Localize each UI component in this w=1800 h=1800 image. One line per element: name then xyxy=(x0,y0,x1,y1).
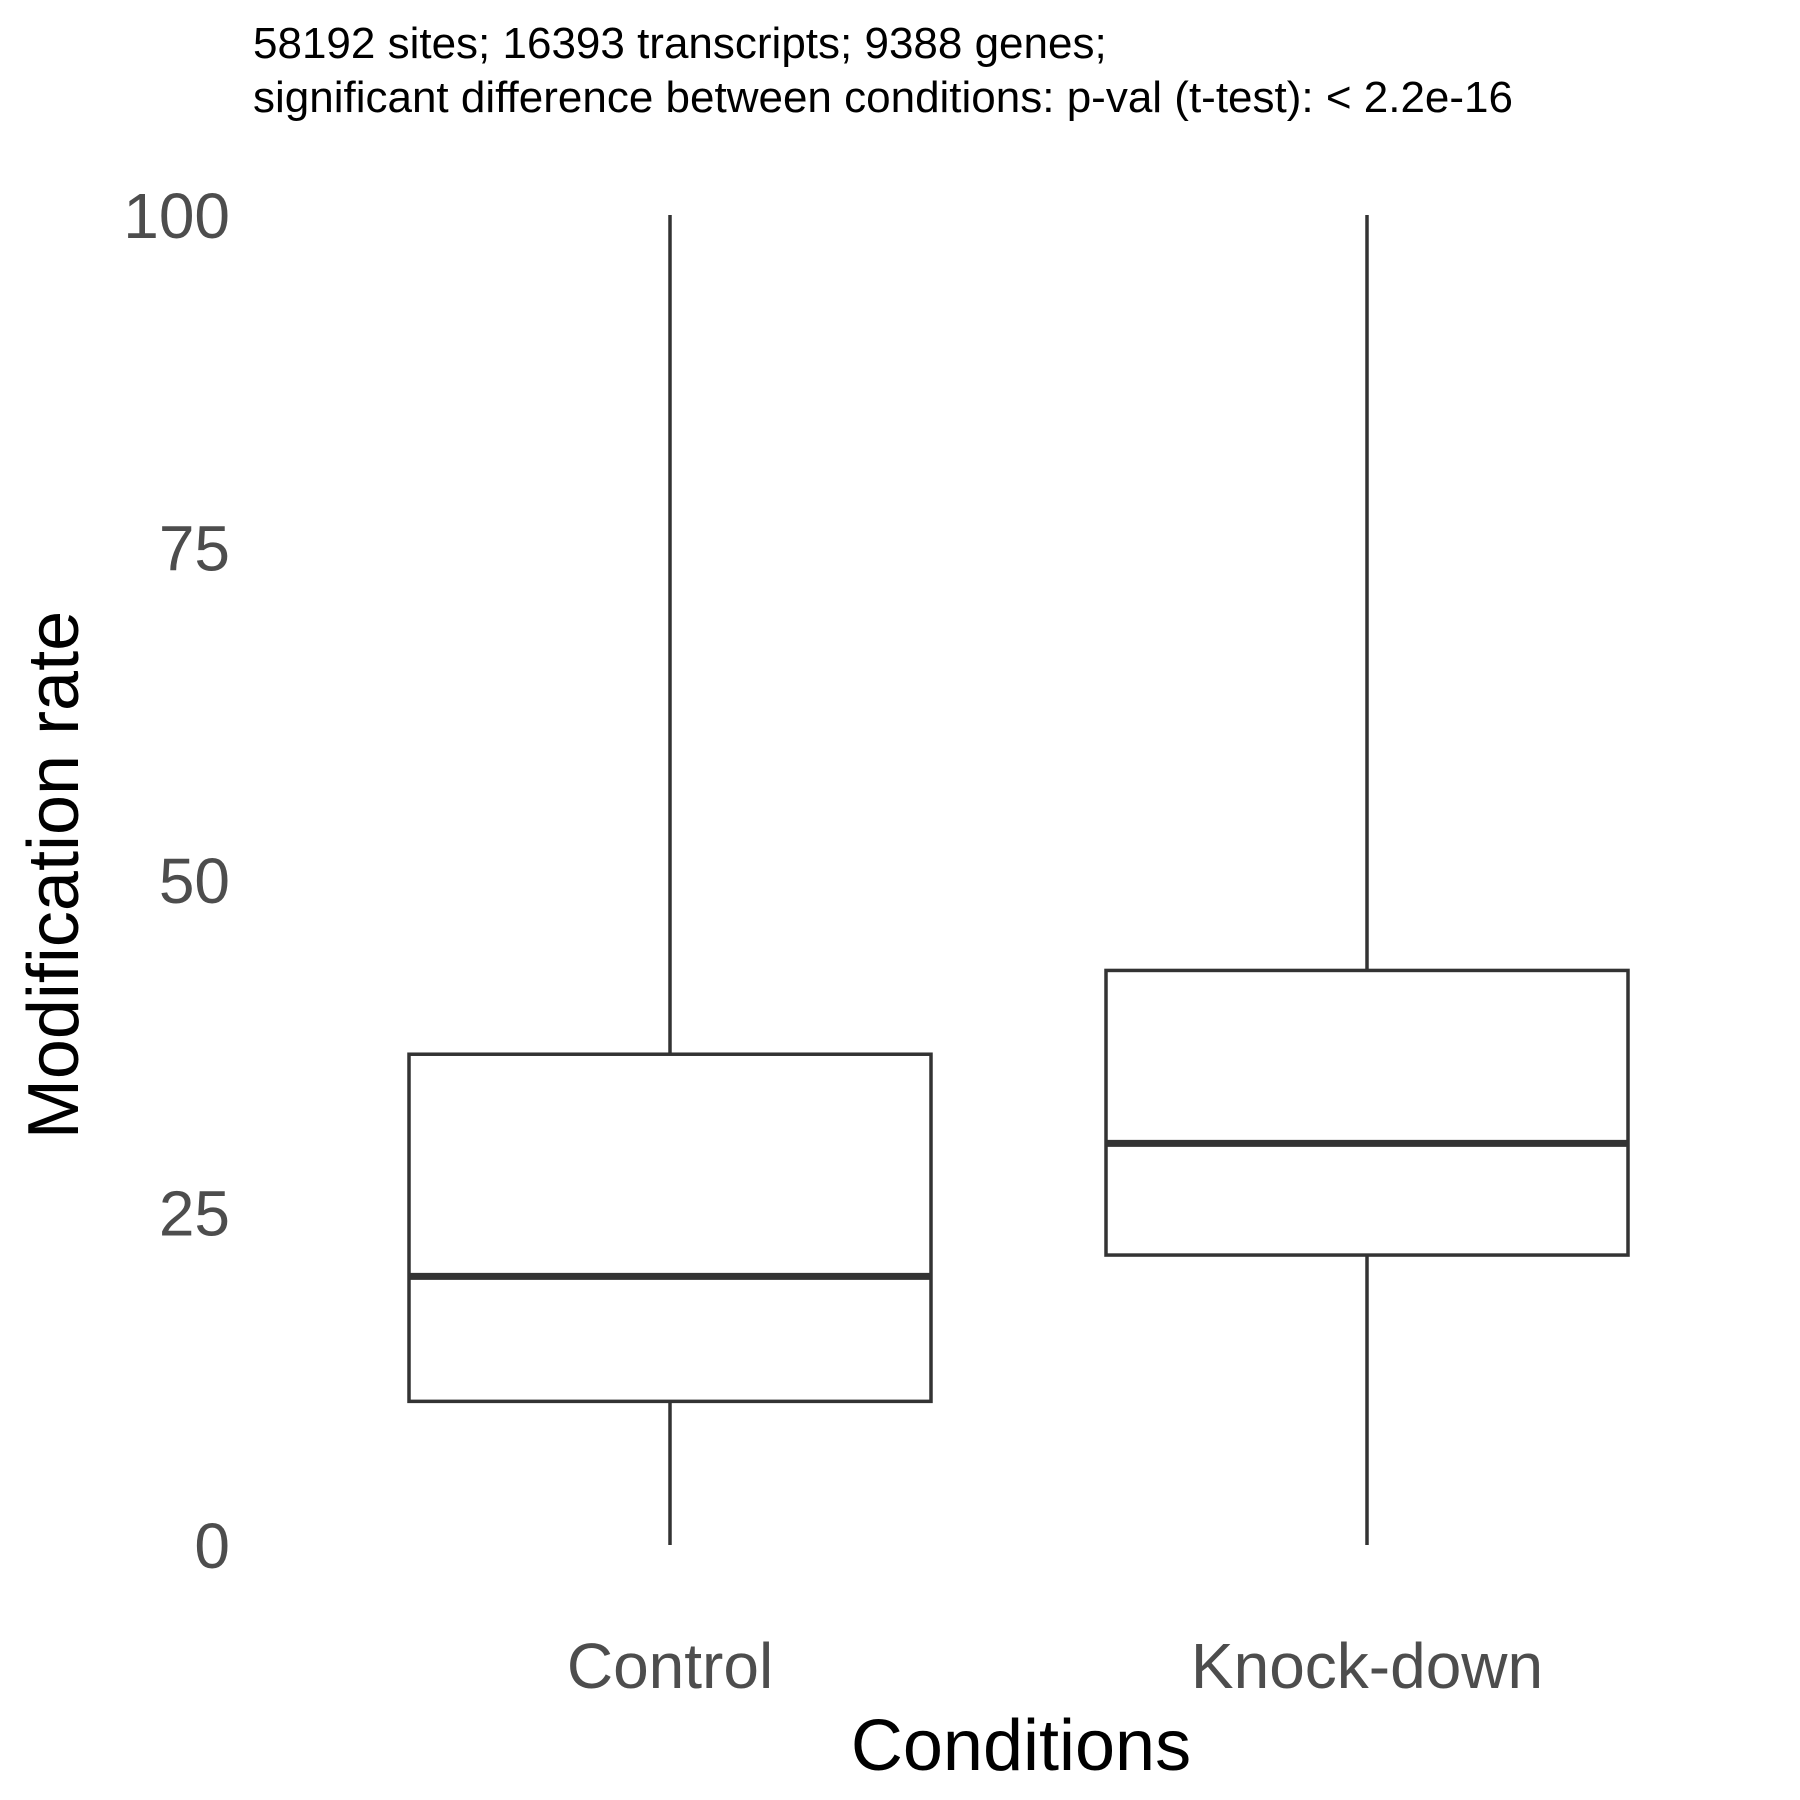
x-tick-label: Knock-down xyxy=(1191,1630,1543,1702)
y-axis-tick-labels: 0 25 50 75 100 xyxy=(123,180,230,1582)
subtitle-line-2: significant difference between condition… xyxy=(253,73,1513,122)
x-tick-label: Control xyxy=(567,1630,773,1702)
y-tick-label: 0 xyxy=(194,1510,230,1582)
y-axis-title: Modification rate xyxy=(14,611,94,1139)
y-tick-label: 50 xyxy=(159,845,230,917)
interquartile-box xyxy=(407,1052,933,1404)
box-knock-down xyxy=(1104,215,1630,1545)
x-axis-title: Conditions xyxy=(851,1706,1191,1786)
box-series xyxy=(407,215,1630,1545)
y-tick-label: 100 xyxy=(123,180,230,252)
chart-subtitle: 58192 sites; 16393 transcripts; 9388 gen… xyxy=(253,19,1513,122)
interquartile-box xyxy=(1104,968,1630,1257)
box-control xyxy=(407,215,933,1545)
subtitle-line-1: 58192 sites; 16393 transcripts; 9388 gen… xyxy=(253,19,1107,68)
x-axis-tick-labels: Control Knock-down xyxy=(567,1630,1543,1702)
y-tick-label: 75 xyxy=(159,513,230,585)
y-tick-label: 25 xyxy=(159,1178,230,1250)
